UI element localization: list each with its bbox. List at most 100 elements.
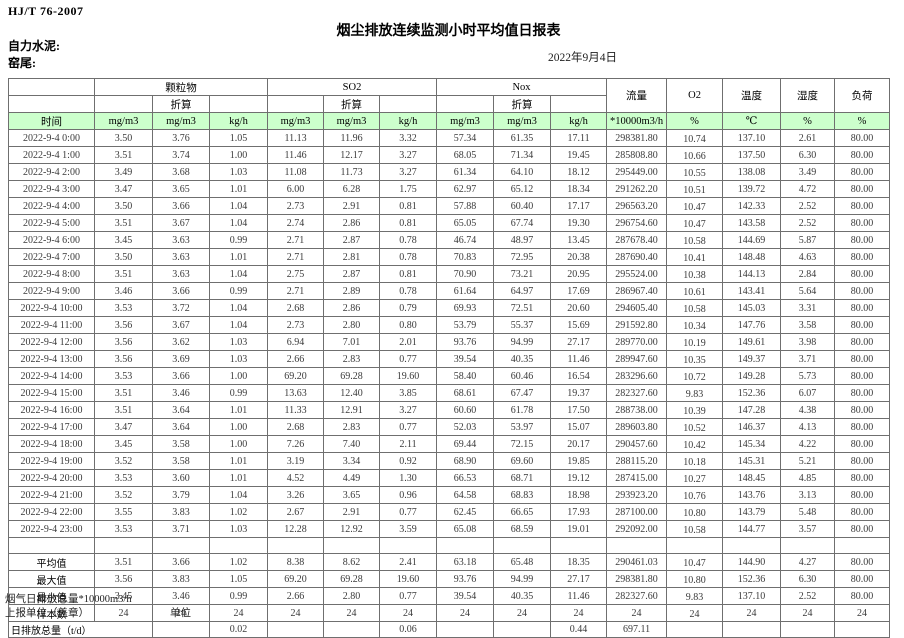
cell: 53.79 (436, 316, 495, 334)
cell: 2.71 (267, 231, 325, 249)
cell: 4.13 (780, 418, 836, 436)
table-row: 2022-9-4 9:00 3.46 3.66 0.99 2.71 2.89 0.78 61.… (8, 282, 891, 300)
cell: 5.64 (780, 282, 836, 300)
cell: 15.07 (550, 418, 608, 436)
cell: 3.26 (267, 486, 325, 504)
summary-row: 最大值 3.56 3.83 1.05 69.20 69.28 19.60 93.76 94.99… (8, 570, 891, 588)
cell: 1.01 (208, 248, 269, 266)
cell: 72.51 (493, 299, 552, 317)
cell: 2.84 (780, 265, 836, 283)
cell: 80.00 (834, 520, 891, 538)
cell: 3.63 (152, 231, 210, 249)
cell: 2022-9-4 15:00 (8, 384, 95, 402)
cell: 149.61 (722, 333, 782, 351)
table-row: 2022-9-4 0:00 3.50 3.76 1.05 11.13 11.96 3.32 5… (8, 129, 891, 147)
cell: 68.83 (493, 486, 552, 504)
cell: 12.92 (323, 520, 381, 538)
cell: 4.38 (780, 401, 836, 419)
cell: 3.27 (379, 401, 438, 419)
cell: 2022-9-4 3:00 (8, 180, 95, 198)
cell: 20.60 (550, 299, 608, 317)
cell: 13.45 (550, 231, 608, 249)
cell: 64.97 (493, 282, 552, 300)
cell: 3.27 (379, 146, 438, 164)
cell (267, 95, 325, 113)
cell: 289947.60 (606, 350, 668, 368)
cell: 3.13 (780, 486, 836, 504)
cell: 温度 (722, 78, 782, 113)
cell: 3.49 (94, 163, 153, 181)
cell: 10.38 (666, 265, 724, 283)
summary-row: 最小值 3.45 3.46 0.99 2.66 2.80 0.77 39.54 40.35 11.… (8, 587, 891, 605)
cell: mg/m3 (493, 112, 552, 130)
cell: 10.18 (666, 452, 724, 470)
cell: 10.58 (666, 231, 724, 249)
cell: 2.75 (267, 265, 325, 283)
cell: 3.69 (152, 350, 210, 368)
cell: 3.52 (94, 452, 153, 470)
cell: 144.90 (722, 553, 782, 571)
cell: 2.81 (323, 248, 381, 266)
cell: 5.48 (780, 503, 836, 521)
cell: 2022-9-4 22:00 (8, 503, 95, 521)
cell: 1.00 (208, 146, 269, 164)
cell: 80.00 (834, 452, 891, 470)
cell: 0.99 (208, 384, 269, 402)
cell: 3.49 (780, 163, 836, 181)
cell: 67.47 (493, 384, 552, 402)
report-table: 颗粒物 SO2 Nox 流量 O2 温度 湿度 负荷 折算 折算 折算 时间 mg/m3 mg/m3 kg/… (8, 78, 891, 638)
cell: 10.66 (666, 146, 724, 164)
empty-row (8, 537, 891, 554)
cell: 3.53 (94, 299, 153, 317)
cell: 145.03 (722, 299, 782, 317)
cell: 2022-9-4 13:00 (8, 350, 95, 368)
cell: 69.93 (436, 299, 495, 317)
cell: kg/h (550, 112, 608, 130)
cell: 1.03 (208, 333, 269, 351)
table-row: 2022-9-4 15:00 3.51 3.46 0.99 13.63 12.40 3.85… (8, 384, 891, 402)
cell: 0.78 (379, 231, 438, 249)
cell: 1.01 (208, 401, 269, 419)
cell: 0.77 (379, 350, 438, 368)
cell: 2.83 (323, 418, 381, 436)
cell: 80.00 (834, 418, 891, 436)
cell: 9.83 (666, 384, 724, 402)
table-row: 2022-9-4 4:00 3.50 3.66 1.04 2.73 2.91 0.81 57.… (8, 197, 891, 215)
cell: 149.28 (722, 367, 782, 385)
cell: 3.45 (94, 231, 153, 249)
cell: 2.71 (267, 282, 325, 300)
cell: 80.00 (834, 180, 891, 198)
cell (780, 621, 836, 638)
cell: 10.58 (666, 520, 724, 538)
cell: 61.78 (493, 401, 552, 419)
cell: % (834, 112, 891, 130)
cell: 288738.00 (606, 401, 668, 419)
cell: 1.04 (208, 316, 269, 334)
cell: 19.12 (550, 469, 608, 487)
cell: 10.74 (666, 129, 724, 147)
cell: 2.74 (267, 214, 325, 232)
cell: 148.45 (722, 469, 782, 487)
table-row: 2022-9-4 2:00 3.49 3.68 1.03 11.08 11.73 3.27 6… (8, 163, 891, 181)
cell (780, 537, 836, 554)
cell: 2.86 (323, 214, 381, 232)
cell: 2.73 (267, 197, 325, 215)
cell: 湿度 (780, 78, 836, 113)
cell: 2022-9-4 7:00 (8, 248, 95, 266)
cell: 10.27 (666, 469, 724, 487)
unit-label: 单位 (170, 608, 191, 619)
cell: 80.00 (834, 333, 891, 351)
cell: 80.00 (834, 486, 891, 504)
cell: 24 (834, 604, 891, 622)
cell: 63.18 (436, 553, 495, 571)
cell: 11.08 (267, 163, 325, 181)
cell: 0.77 (379, 587, 438, 605)
reporting-unit-label: 上报单位（盖章） (5, 608, 89, 619)
cell: 2022-9-4 5:00 (8, 214, 95, 232)
cell (208, 537, 269, 554)
cell: 10.72 (666, 367, 724, 385)
cell: 3.19 (267, 452, 325, 470)
monitor-location: 窑尾: (8, 56, 36, 70)
cell: 0.80 (379, 316, 438, 334)
cell: 3.63 (152, 265, 210, 283)
